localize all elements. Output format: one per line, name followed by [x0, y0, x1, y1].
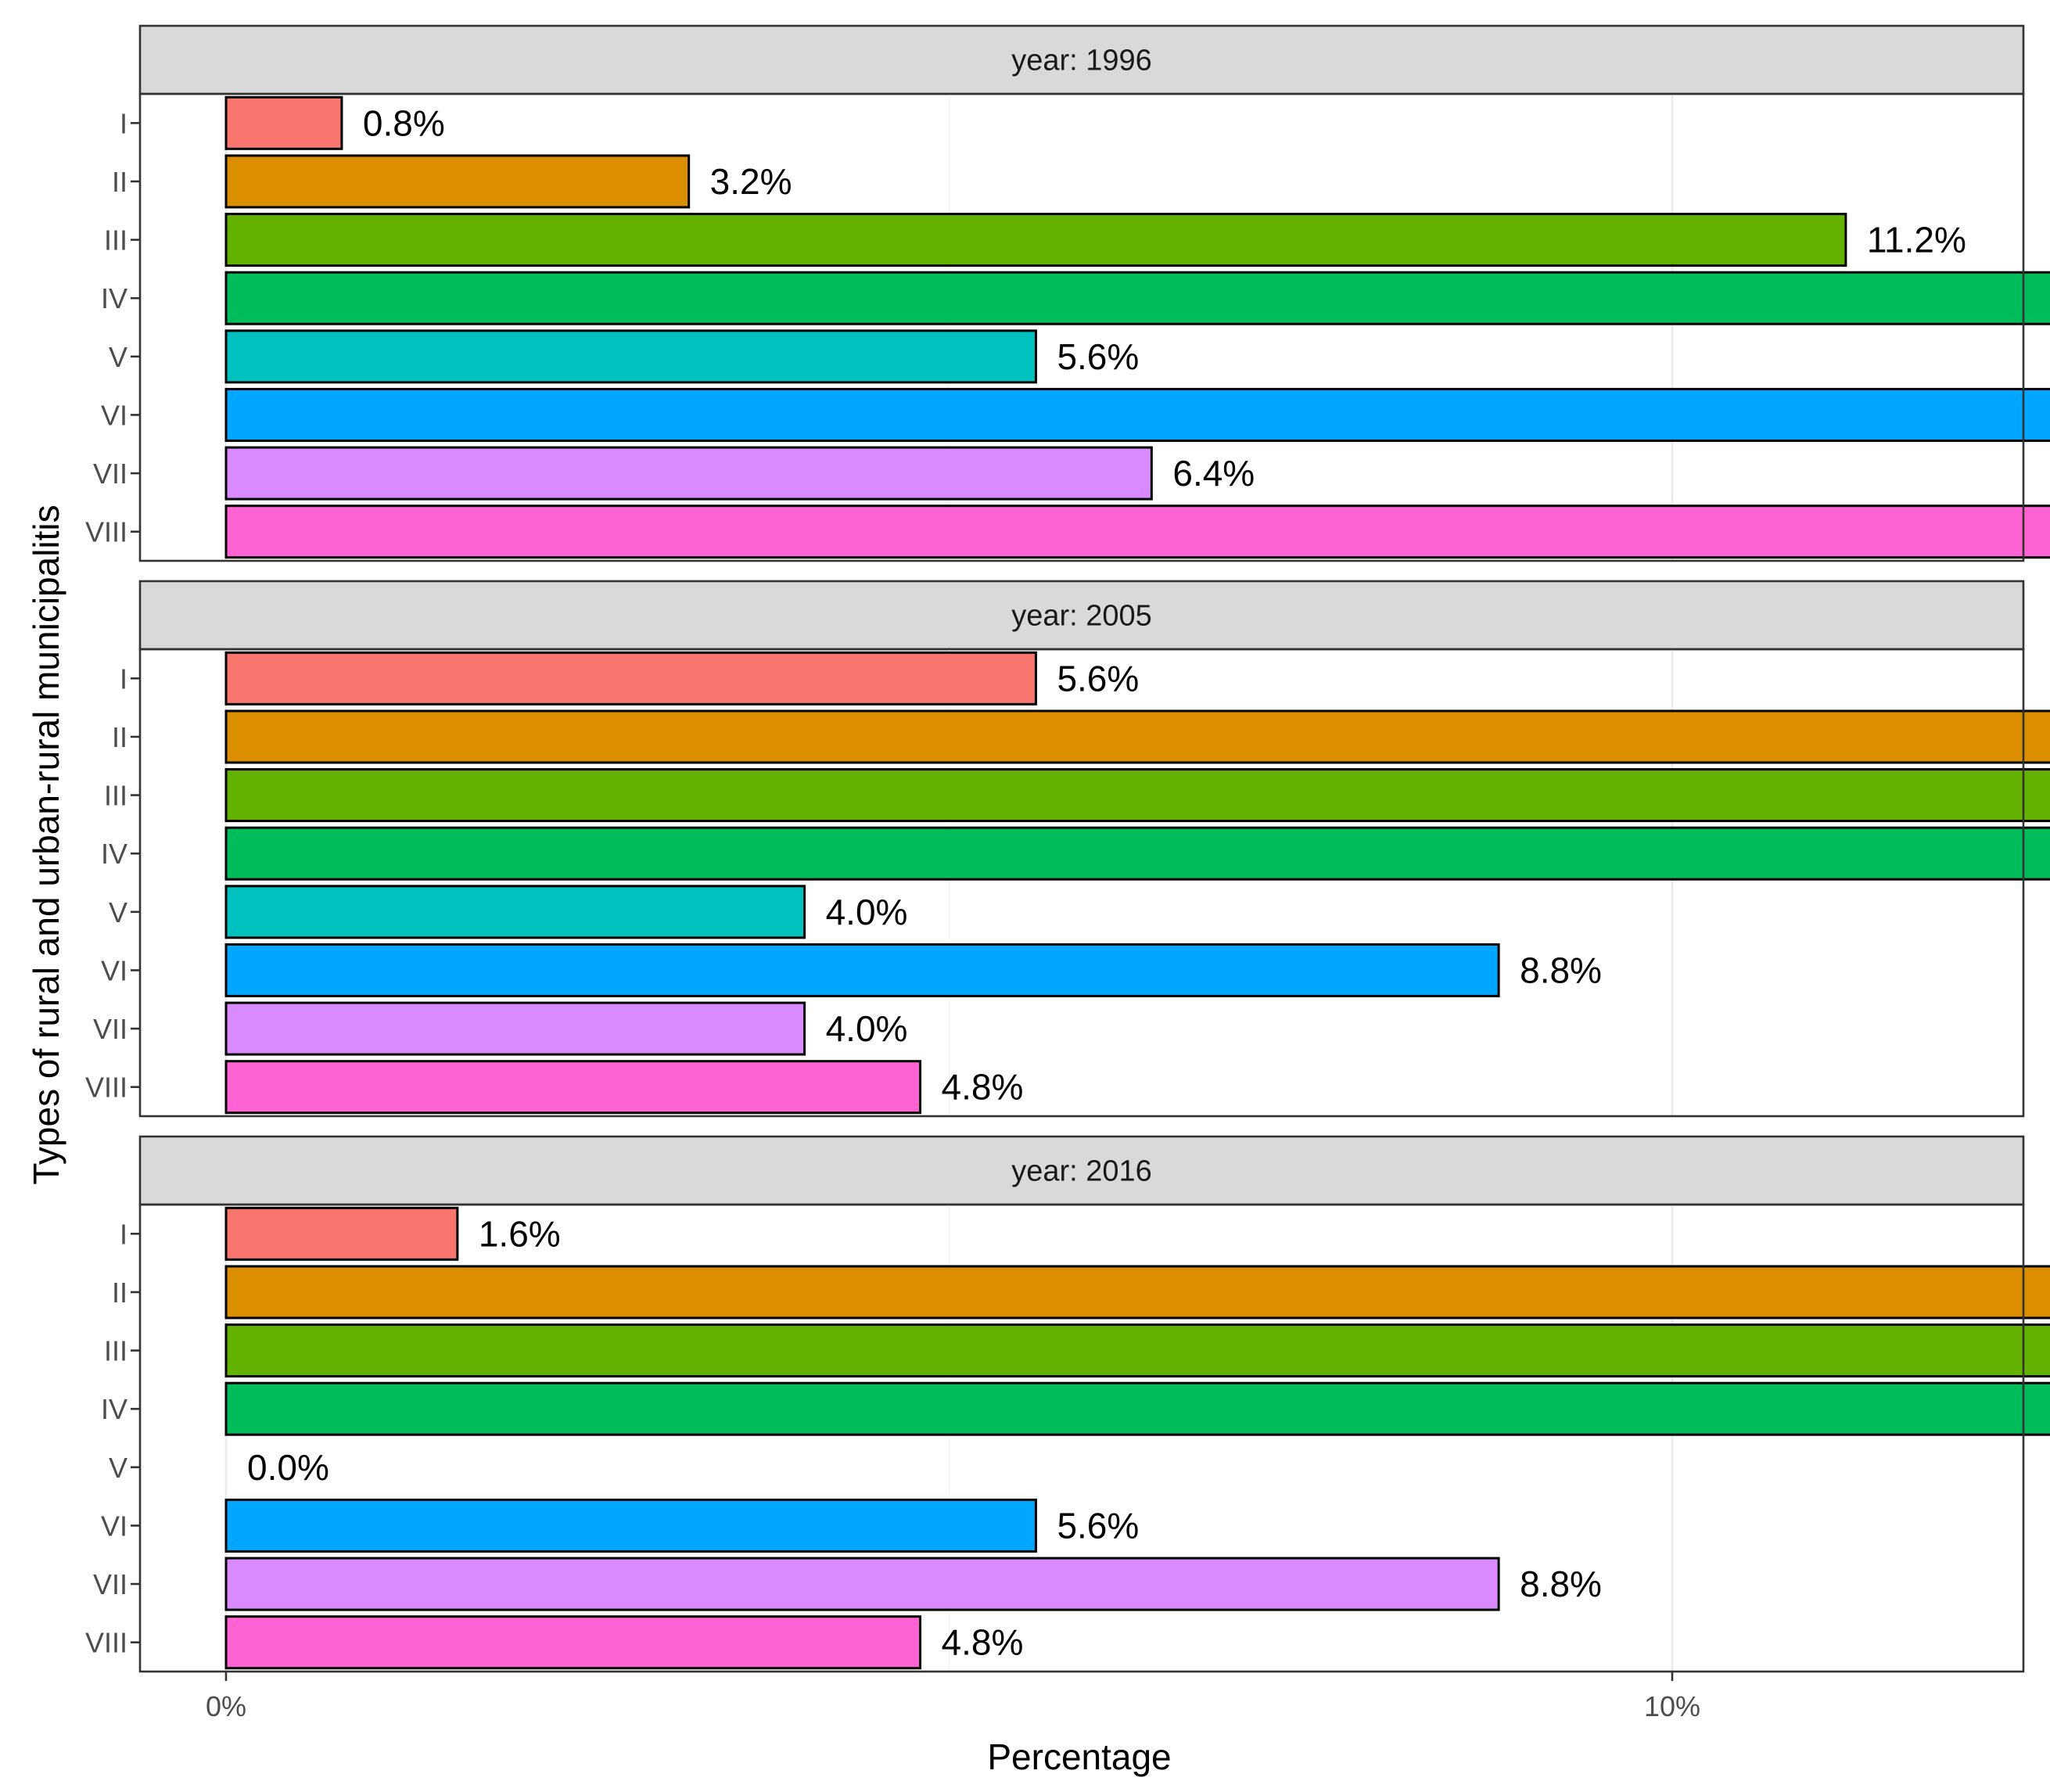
bar-ii	[224, 709, 2050, 764]
facet-strip	[138, 580, 2025, 651]
y-axis-title: Types of rural and urban-rural municipal…	[26, 505, 66, 1184]
bar-value-label: 5.6%	[1057, 658, 1139, 698]
facet-strip-label: year: 2005	[1011, 600, 1152, 633]
y-tick-label: V	[109, 1452, 127, 1484]
y-tick-label: VII	[93, 458, 127, 490]
x-axis-title: Percentage	[987, 1736, 1171, 1777]
y-tick-label: VIII	[85, 1072, 127, 1104]
bar-vii	[224, 1557, 1500, 1611]
bar-iv	[224, 1381, 2050, 1436]
bar-value-label: 4.8%	[942, 1622, 1024, 1663]
bar-v	[224, 329, 1037, 384]
bar-vi	[224, 1498, 1037, 1553]
bar-value-label: 4.0%	[826, 892, 908, 932]
facet-strip-label: year: 1996	[1011, 45, 1152, 77]
bar-viii	[224, 505, 2050, 559]
bar-vi	[224, 943, 1500, 997]
bar-iv	[224, 826, 2050, 881]
bar-ii	[224, 1265, 2050, 1320]
y-tick-label: V	[109, 341, 127, 373]
bar-viii	[224, 1615, 922, 1670]
facet-strip-label: year: 2016	[1011, 1155, 1152, 1188]
bar-value-label: 3.2%	[710, 161, 792, 202]
panel-border	[138, 1203, 2025, 1673]
bar-vi	[224, 387, 2050, 442]
y-tick-label: IV	[101, 1393, 127, 1425]
y-tick-label: II	[112, 721, 127, 753]
facet-panels: year: 19960.8%I3.2%II11.2%III19.0%IV5.6%…	[85, 24, 2050, 1673]
x-tick-label: 10%	[1644, 1690, 1700, 1722]
bar-value-label: 0.0%	[247, 1447, 329, 1488]
bar-vii	[224, 446, 1153, 501]
facet-panel: year: 20161.6%I15.0%II19.0%III45.2%IV0.0…	[85, 1135, 2050, 1673]
bar-value-label: 8.8%	[1520, 950, 1602, 990]
bar-iii	[224, 768, 2050, 823]
bar-vii	[224, 1001, 806, 1056]
panel-border	[138, 648, 2025, 1118]
y-tick-label: III	[104, 1335, 127, 1367]
bar-value-label: 4.0%	[826, 1008, 908, 1049]
bar-ii	[224, 154, 691, 209]
y-tick-label: VI	[101, 399, 127, 431]
y-tick-label: III	[104, 780, 127, 812]
y-tick-label: V	[109, 896, 127, 928]
bar-value-label: 6.4%	[1172, 453, 1255, 494]
y-tick-label: VII	[93, 1568, 127, 1600]
y-tick-label: II	[112, 166, 127, 198]
facet-panel: year: 20055.6%I35.8%II14.2%III23.0%IV4.0…	[85, 580, 2050, 1118]
y-tick-label: IV	[101, 282, 127, 314]
bar-iii	[224, 1323, 2050, 1378]
bar-value-label: 5.6%	[1057, 1505, 1139, 1546]
facet-strip	[138, 1135, 2025, 1206]
bar-viii	[224, 1060, 922, 1115]
y-tick-label: VIII	[85, 1627, 127, 1659]
y-tick-label: III	[104, 224, 127, 257]
bar-v	[224, 885, 806, 939]
bar-iv	[224, 271, 2050, 325]
y-tick-label: VIII	[85, 516, 127, 548]
y-tick-label: VI	[101, 954, 127, 986]
x-axis: 0%10%20%30%40%	[206, 1672, 1700, 1722]
panel-border	[138, 92, 2025, 562]
y-tick-label: I	[120, 1218, 127, 1250]
bar-value-label: 0.8%	[363, 102, 445, 143]
y-tick-label: VI	[101, 1510, 127, 1542]
bar-value-label: 5.6%	[1057, 336, 1139, 377]
y-tick-label: I	[120, 663, 127, 695]
bar-i	[224, 95, 343, 150]
bar-value-label: 11.2%	[1867, 220, 1966, 260]
bar-value-label: 8.8%	[1520, 1564, 1602, 1604]
facet-panel: year: 19960.8%I3.2%II11.2%III19.0%IV5.6%…	[85, 24, 2050, 562]
bar-value-label: 4.8%	[942, 1067, 1024, 1108]
bar-i	[224, 651, 1037, 706]
bar-i	[224, 1206, 459, 1261]
bar-value-label: 1.6%	[479, 1213, 561, 1254]
y-tick-label: VII	[93, 1013, 127, 1045]
y-tick-label: I	[120, 107, 127, 139]
y-tick-label: IV	[101, 838, 127, 870]
x-tick-label: 0%	[206, 1690, 246, 1722]
bar-iii	[224, 213, 1847, 268]
facet-strip	[138, 24, 2025, 95]
y-tick-label: II	[112, 1277, 127, 1309]
